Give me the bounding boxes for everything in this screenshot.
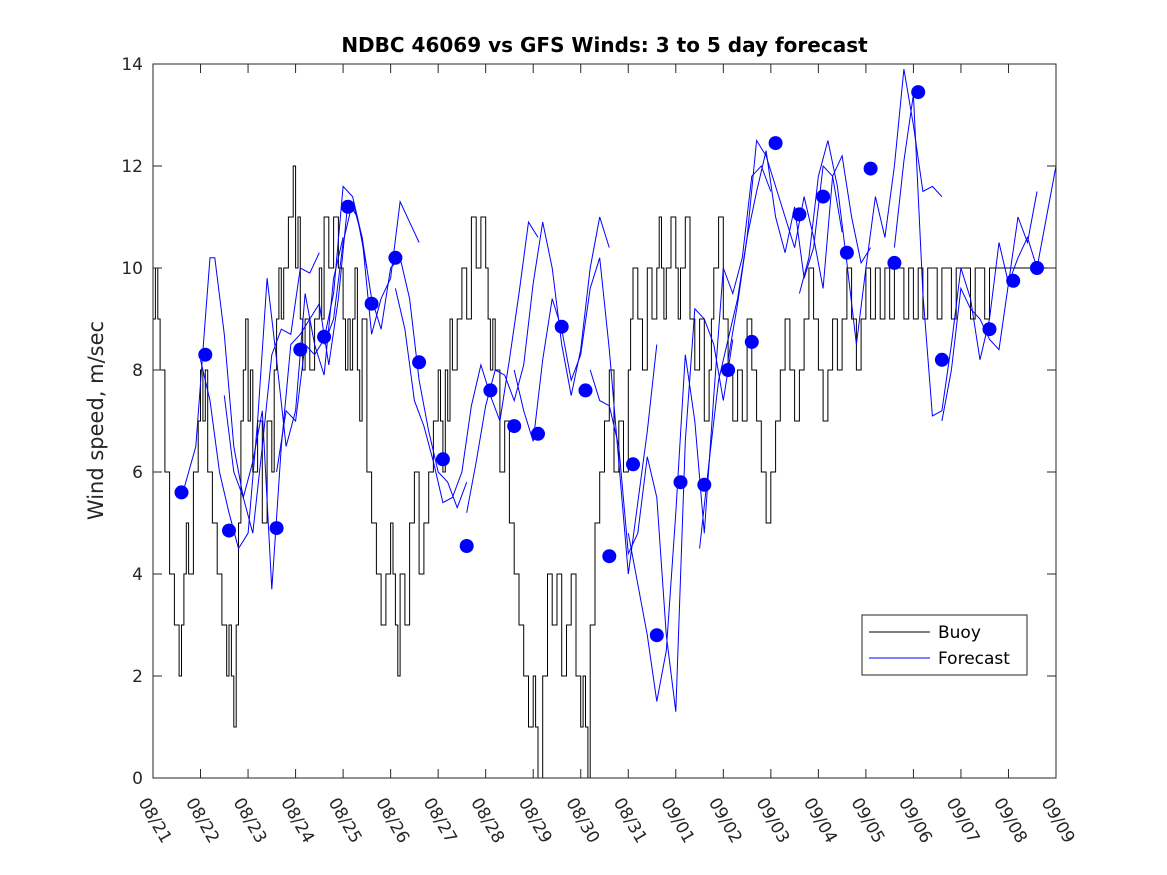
forecast-marker xyxy=(887,255,902,270)
forecast-marker xyxy=(483,383,498,398)
forecast-marker xyxy=(792,207,807,222)
forecast-run-line-13 xyxy=(798,69,943,345)
forecast-marker xyxy=(459,539,474,553)
buoy-series-line xyxy=(153,165,1056,779)
forecast-marker xyxy=(364,296,379,311)
forecast-marker xyxy=(507,419,522,434)
forecast-run-line-14 xyxy=(893,94,1038,417)
forecast-run-line-8 xyxy=(513,257,658,575)
y-tick-label: 8 xyxy=(132,361,143,381)
y-tick-label: 2 xyxy=(132,667,143,687)
forecast-marker xyxy=(412,355,427,370)
legend: Buoy Forecast xyxy=(861,614,1028,676)
forecast-marker xyxy=(626,457,640,472)
forecast-marker xyxy=(744,334,759,349)
forecast-marker xyxy=(554,319,569,334)
forecast-marker xyxy=(388,250,403,265)
forecast-marker xyxy=(816,189,831,204)
forecast-marker xyxy=(863,161,878,176)
forecast-marker xyxy=(578,383,593,398)
forecast-marker xyxy=(174,485,189,500)
forecast-marker xyxy=(673,475,688,490)
forecast-run-line-11 xyxy=(699,150,843,549)
forecast-marker xyxy=(222,523,236,538)
forecast-marker xyxy=(293,342,308,357)
y-tick-label: 4 xyxy=(132,565,143,585)
y-tick-label: 6 xyxy=(132,463,143,483)
forecast-marker xyxy=(934,352,949,367)
forecast-run-line-4 xyxy=(276,185,420,473)
forecast-marker xyxy=(768,136,783,151)
forecast-marker xyxy=(1006,273,1021,288)
y-tick-label: 14 xyxy=(121,55,143,75)
forecast-marker xyxy=(911,85,926,100)
forecast-marker xyxy=(839,245,854,260)
forecast-marker xyxy=(531,426,545,441)
forecast-marker xyxy=(697,477,712,492)
forecast-run-line-3 xyxy=(223,200,368,590)
legend-label-forecast: Forecast xyxy=(938,649,1010,669)
forecast-marker xyxy=(269,521,284,536)
forecast-marker xyxy=(1030,261,1044,275)
forecast-marker xyxy=(649,628,664,643)
forecast-run-line-9 xyxy=(589,307,734,712)
forecast-run-line-6 xyxy=(394,220,539,504)
forecast-marker xyxy=(317,329,332,344)
forecast-run-line-2 xyxy=(200,237,344,550)
y-axis-label: Wind speed, m/sec xyxy=(84,321,108,520)
forecast-marker xyxy=(435,452,450,467)
y-tick-label: 10 xyxy=(121,259,143,279)
forecast-run-line-12 xyxy=(727,138,872,360)
forecast-marker xyxy=(340,199,355,214)
forecast-run-line-1 xyxy=(181,252,320,534)
legend-label-buoy: Buoy xyxy=(938,623,981,643)
forecast-marker xyxy=(982,322,997,337)
legend-box xyxy=(861,614,1028,676)
forecast-run-line-10 xyxy=(627,165,772,702)
forecast-marker xyxy=(602,549,617,564)
forecast-marker xyxy=(721,363,736,377)
axes-frame xyxy=(152,63,1057,779)
y-tick-label: 0 xyxy=(132,769,143,789)
forecast-marker xyxy=(198,347,213,362)
y-tick-label: 12 xyxy=(121,157,143,177)
series-layer xyxy=(153,69,1057,779)
chart-title: NDBC 46069 vs GFS Winds: 3 to 5 day fore… xyxy=(341,33,868,57)
